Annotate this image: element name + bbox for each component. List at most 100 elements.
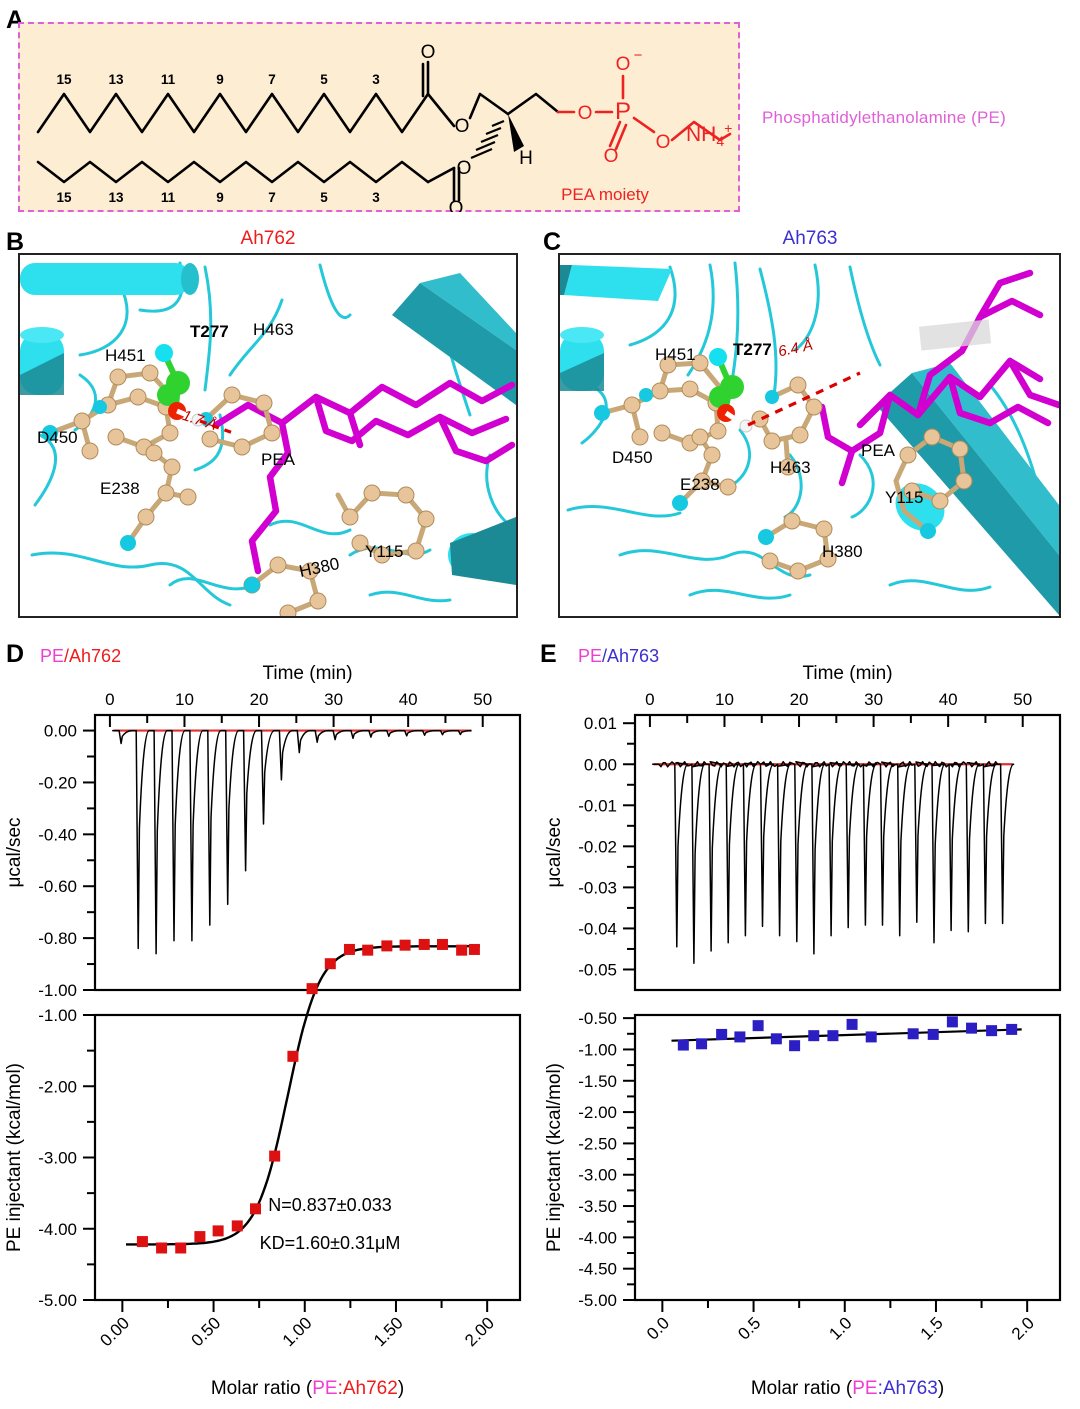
panel-e-partner: Ah763 <box>607 646 660 666</box>
svg-text:9: 9 <box>216 72 224 87</box>
isotherm-data-point <box>770 1033 782 1045</box>
isotherm-y-axis-title: PE injectant (kcal/mol) <box>4 1063 25 1252</box>
molar-ratio-tick-label: 1.00 <box>279 1313 316 1350</box>
residue-label-h451: H451 <box>105 346 146 365</box>
svg-text:3: 3 <box>372 190 380 205</box>
isotherm-data-point <box>468 943 480 955</box>
svg-text:15: 15 <box>56 190 72 205</box>
isotherm-data-point <box>381 940 393 952</box>
y-tick-label: -1.00 <box>578 1040 617 1059</box>
y-tick-label: -4.00 <box>38 1220 77 1239</box>
y-tick-label: -3.50 <box>578 1197 617 1216</box>
panel-d-sep: / <box>64 646 70 666</box>
residue-label-t277: T277 <box>190 322 229 341</box>
residue-label-h463: H463 <box>253 320 294 339</box>
svg-text:5: 5 <box>320 72 328 87</box>
isotherm-data-point <box>827 1030 839 1042</box>
svg-text:O: O <box>449 198 464 212</box>
fit-parameter-annotation: N=0.837±0.033 <box>268 1195 391 1215</box>
y-tick-label: -1.50 <box>578 1072 617 1091</box>
svg-text:7: 7 <box>268 72 276 87</box>
residue-label-h380-c: H380 <box>822 542 863 561</box>
x-tick-label: 40 <box>399 690 418 709</box>
isotherm-data-point <box>734 1031 746 1043</box>
panel-b-structure-image <box>18 253 518 618</box>
x-tick-label: 50 <box>473 690 492 709</box>
isotherm-data-point <box>212 1225 224 1237</box>
x-tick-label: 20 <box>790 690 809 709</box>
panel-b-title: Ah762 <box>240 228 296 249</box>
time-axis-title: Time (min) <box>262 663 352 684</box>
y-tick-label: -0.50 <box>578 1009 617 1028</box>
isotherm-data-point <box>306 983 318 995</box>
residue-label-e238-c: E238 <box>680 475 720 494</box>
y-tick-label: -0.01 <box>578 796 617 815</box>
molar-ratio-tick-label: 0.50 <box>188 1313 225 1350</box>
svg-text:7: 7 <box>268 190 276 205</box>
svg-text:11: 11 <box>161 72 176 87</box>
svg-text:15: 15 <box>56 72 72 87</box>
thermogram-trace <box>652 760 1015 965</box>
y-tick-label: -5.00 <box>38 1291 77 1310</box>
x-tick-label: 40 <box>939 690 958 709</box>
y-tick-label: 0.00 <box>584 755 617 774</box>
y-tick-label: -2.50 <box>578 1134 617 1153</box>
isotherm-data-point <box>456 944 468 956</box>
isotherm-data-point <box>865 1031 877 1043</box>
x-tick-label: 0 <box>645 690 654 709</box>
isotherm-data-point <box>696 1038 708 1050</box>
panel-letter-e: E <box>540 640 557 668</box>
molar-ratio-tick-label: 1.0 <box>825 1313 855 1343</box>
panel-letter-d: D <box>6 640 25 668</box>
isotherm-data-point <box>436 938 448 950</box>
svg-text:O: O <box>656 132 671 153</box>
residue-label-e238: E238 <box>100 479 140 498</box>
panel-letter-c: C <box>543 228 562 256</box>
molar-ratio-axis-title: Molar ratio (PE:Ah763) <box>750 1378 945 1399</box>
time-axis-title: Time (min) <box>802 663 892 684</box>
molar-ratio-tick-label: 0.0 <box>643 1313 673 1343</box>
isotherm-data-point <box>846 1018 858 1030</box>
panel-d-partner: Ah762 <box>69 646 122 666</box>
y-tick-label: -0.20 <box>38 773 77 792</box>
y-tick-label: 0.00 <box>44 722 77 741</box>
isotherm-y-axis-title: PE injectant (kcal/mol) <box>544 1063 565 1252</box>
panel-e-pe: PE <box>578 646 603 666</box>
y-tick-label: -2.00 <box>38 1077 77 1096</box>
panel-c-title: Ah763 <box>782 228 838 249</box>
svg-text:O: O <box>421 42 436 63</box>
x-tick-label: 50 <box>1013 690 1032 709</box>
isotherm-data-point <box>175 1242 187 1254</box>
y-tick-label: -0.05 <box>578 960 617 979</box>
svg-text:P: P <box>615 98 631 125</box>
panel-letter-b: B <box>6 228 25 256</box>
residue-label-t277-c: T277 <box>733 340 772 359</box>
isotherm-data-point <box>343 943 355 955</box>
panel-c-structure-image <box>558 253 1061 618</box>
fit-parameter-annotation: KD=1.60±0.31μM <box>260 1233 401 1253</box>
x-tick-label: 20 <box>250 690 269 709</box>
residue-label-d450-c: D450 <box>612 448 653 467</box>
isotherm-data-point <box>986 1025 998 1037</box>
residue-label-h451-c: H451 <box>655 345 696 364</box>
thermogram-y-axis-title: μcal/sec <box>4 817 25 887</box>
y-tick-label: 0.01 <box>584 714 617 733</box>
svg-text:H: H <box>519 148 533 169</box>
isotherm-data-point <box>399 939 411 951</box>
y-tick-label: -1.00 <box>38 1006 77 1025</box>
molar-ratio-tick-label: 1.50 <box>370 1313 407 1350</box>
y-tick-label: -5.00 <box>578 1291 617 1310</box>
isotherm-data-point <box>966 1022 978 1034</box>
svg-text:O: O <box>616 54 631 75</box>
isotherm-data-point <box>287 1050 299 1062</box>
molar-ratio-tick-label: 2.0 <box>1008 1313 1038 1343</box>
isotherm-data-point <box>752 1020 764 1032</box>
y-tick-label: -4.00 <box>578 1228 617 1247</box>
x-tick-label: 0 <box>105 690 114 709</box>
itc-plot-svg: 0 10 20 30 40 50 Time (min) 0.01 0.00 -0.01 -0.02 -… <box>544 663 1062 1399</box>
residue-label-y115-c: Y115 <box>885 488 924 507</box>
y-tick-label: -4.50 <box>578 1260 617 1279</box>
ammonium-subscript: 4 <box>716 133 725 150</box>
isotherm-data-point <box>231 1220 243 1232</box>
svg-text:O: O <box>578 103 593 124</box>
